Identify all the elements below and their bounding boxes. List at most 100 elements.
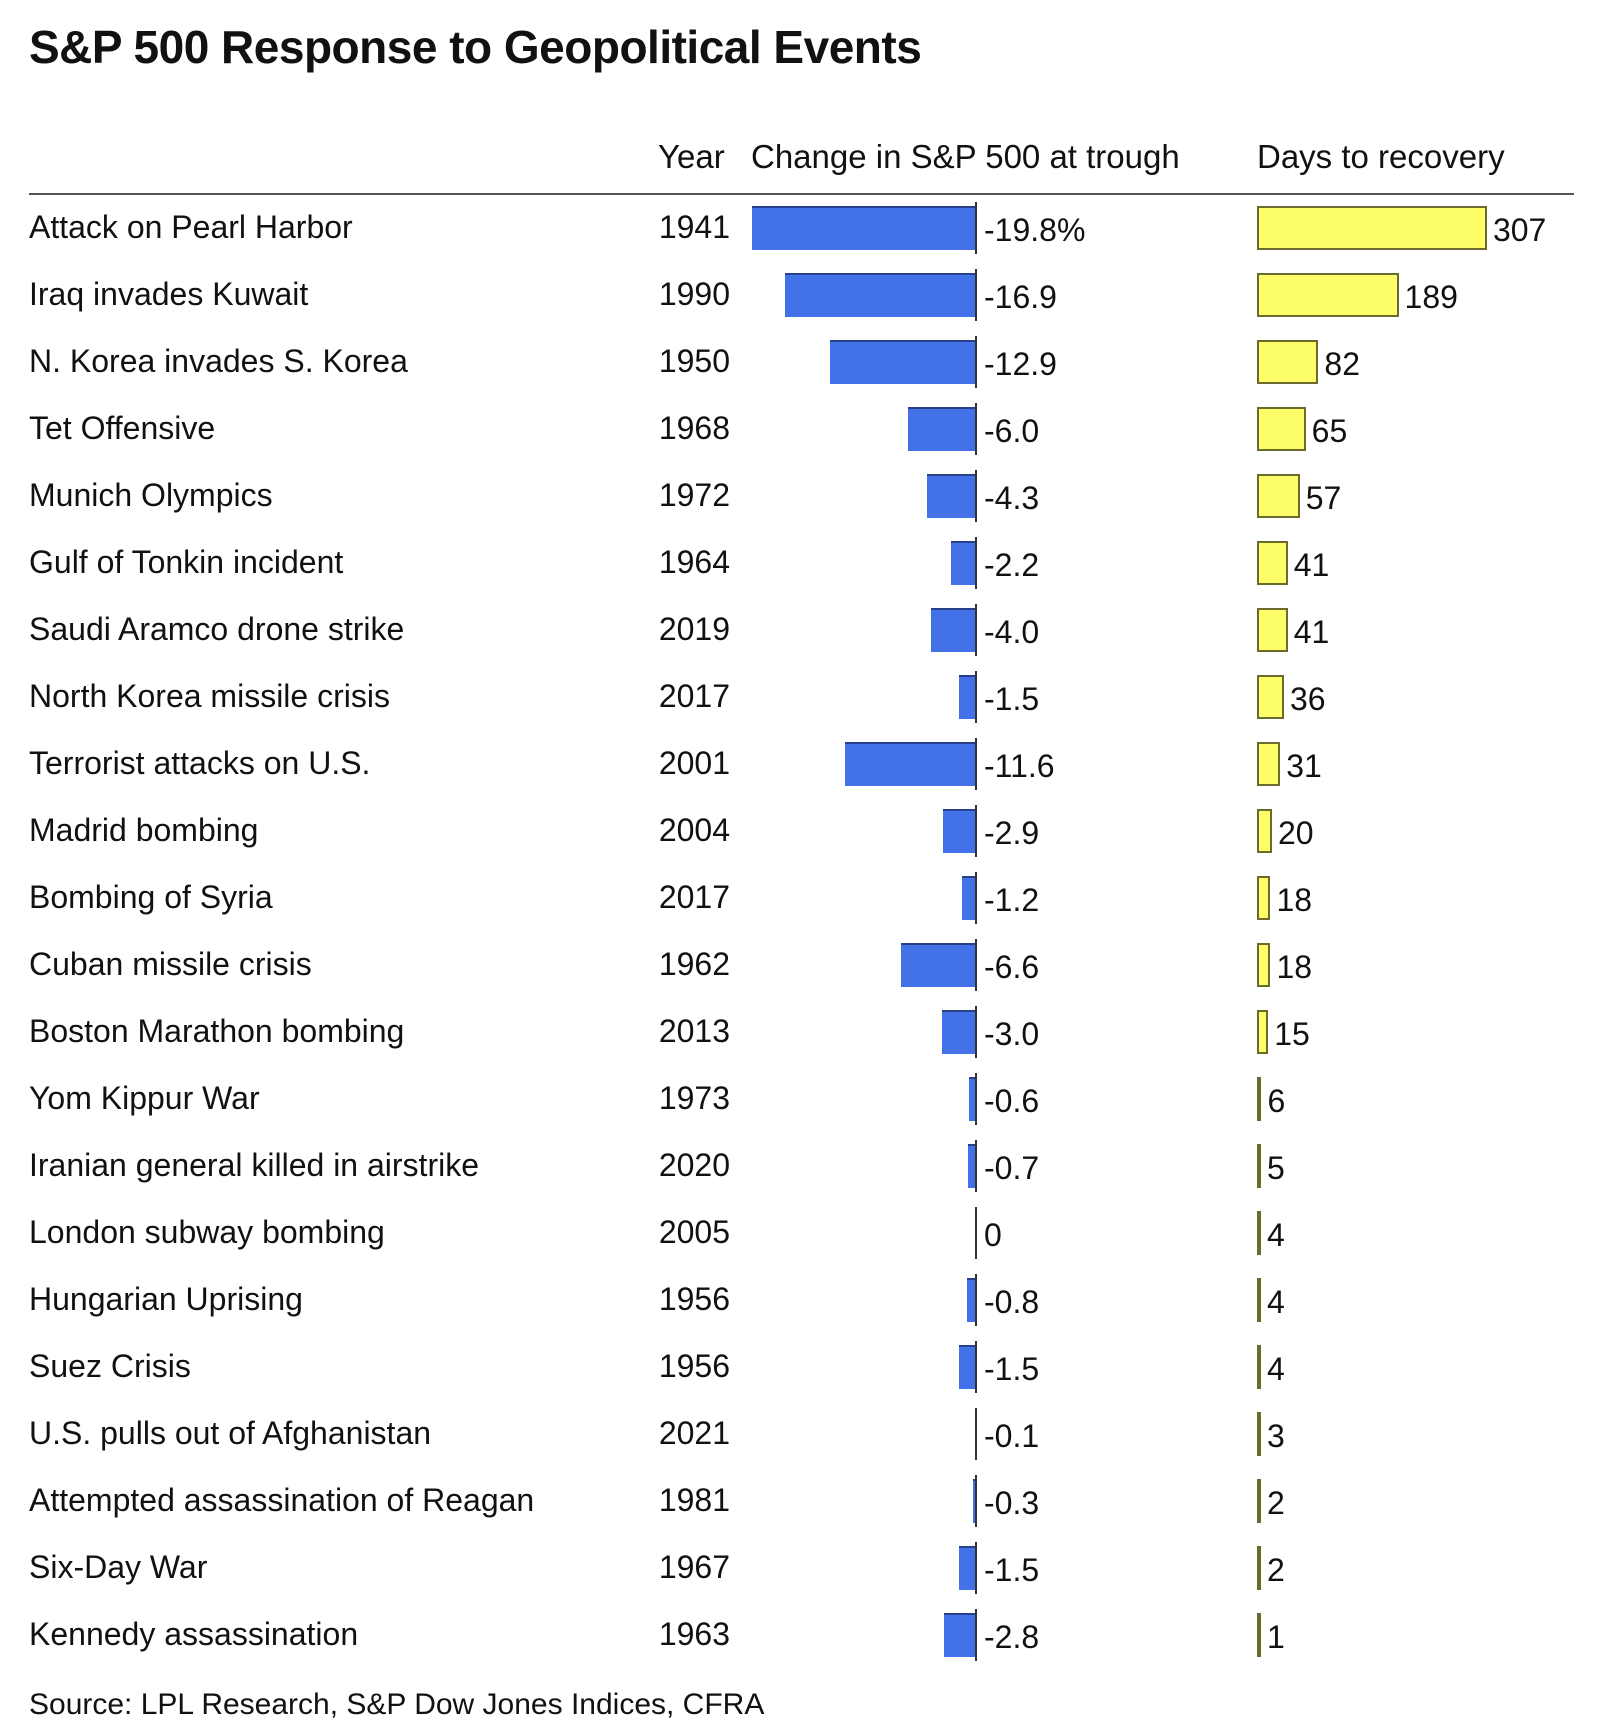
change-value-label: -11.6 <box>984 748 1055 784</box>
change-bar <box>844 742 976 786</box>
change-value-label: -3.0 <box>984 1016 1040 1052</box>
year-label: 1972 <box>658 477 730 513</box>
days-value-label: 189 <box>1404 279 1458 315</box>
year-label: 2013 <box>658 1013 730 1049</box>
days-value-label: 65 <box>1311 413 1348 449</box>
change-value-label: -4.0 <box>984 614 1040 650</box>
change-value-label: -1.2 <box>984 882 1040 918</box>
year-label: 1963 <box>658 1616 730 1652</box>
days-bar <box>1257 1345 1261 1389</box>
zero-axis <box>975 403 977 455</box>
change-value-label: -1.5 <box>984 1351 1040 1387</box>
days-bar <box>1257 1278 1261 1322</box>
days-bar <box>1257 407 1306 451</box>
days-bar <box>1257 340 1319 384</box>
zero-axis <box>975 604 977 656</box>
days-bar <box>1257 206 1487 250</box>
change-bar <box>968 1144 976 1188</box>
days-bar <box>1257 1144 1261 1188</box>
zero-axis <box>975 1408 977 1460</box>
zero-axis <box>975 1073 977 1125</box>
days-value-label: 5 <box>1267 1150 1285 1186</box>
event-label: Iranian general killed in airstrike <box>29 1147 479 1183</box>
change-bar <box>966 1278 976 1322</box>
change-value-label: -0.3 <box>984 1485 1040 1521</box>
change-bar <box>930 608 976 652</box>
days-value-label: 57 <box>1305 480 1342 516</box>
change-value-label: -16.9 <box>984 279 1057 315</box>
year-label: 2017 <box>658 879 730 915</box>
event-label: Iraq invades Kuwait <box>29 276 309 312</box>
year-label: 2005 <box>658 1214 730 1250</box>
event-label: Six-Day War <box>29 1549 208 1585</box>
days-bar <box>1257 876 1271 920</box>
zero-axis <box>975 336 977 388</box>
year-label: 2020 <box>658 1147 730 1183</box>
header-divider <box>29 193 1574 195</box>
change-bar <box>943 809 976 853</box>
event-label: North Korea missile crisis <box>29 678 390 714</box>
days-value-label: 4 <box>1267 1217 1285 1253</box>
change-bar <box>901 943 976 987</box>
days-value-label: 4 <box>1267 1351 1285 1387</box>
change-value-label: -0.1 <box>984 1418 1040 1454</box>
days-value-label: 20 <box>1277 815 1314 851</box>
days-value-label: 4 <box>1267 1284 1285 1320</box>
year-label: 2019 <box>658 611 730 647</box>
change-bar <box>972 1479 976 1523</box>
days-bar <box>1257 1010 1269 1054</box>
change-value-label: -2.9 <box>984 815 1040 851</box>
change-bar <box>908 407 976 451</box>
event-label: Gulf of Tonkin incident <box>29 544 344 580</box>
year-label: 1981 <box>658 1482 730 1518</box>
zero-axis <box>975 470 977 522</box>
event-label: Madrid bombing <box>29 812 259 848</box>
year-label: 2001 <box>658 745 730 781</box>
days-bar <box>1257 742 1281 786</box>
year-label: 1950 <box>658 343 730 379</box>
days-value-label: 3 <box>1267 1418 1285 1454</box>
header-year: Year <box>658 138 725 175</box>
zero-axis <box>975 805 977 857</box>
zero-axis <box>975 269 977 321</box>
year-label: 1956 <box>658 1281 730 1317</box>
event-label: London subway bombing <box>29 1214 385 1250</box>
year-label: 1967 <box>658 1549 730 1585</box>
days-value-label: 18 <box>1276 949 1313 985</box>
event-label: Bombing of Syria <box>29 879 273 915</box>
days-value-label: 2 <box>1267 1485 1285 1521</box>
zero-axis <box>975 1475 977 1527</box>
year-label: 1973 <box>658 1080 730 1116</box>
days-bar <box>1257 1412 1261 1456</box>
event-label: Suez Crisis <box>29 1348 191 1384</box>
days-bar <box>1257 1546 1261 1590</box>
year-label: 1956 <box>658 1348 730 1384</box>
days-bar <box>1257 541 1288 585</box>
event-label: Attempted assassination of Reagan <box>29 1482 535 1518</box>
zero-axis <box>975 1341 977 1393</box>
change-value-label: -12.9 <box>984 346 1057 382</box>
event-label: Munich Olympics <box>29 477 273 513</box>
change-bar <box>927 474 976 518</box>
zero-axis <box>975 1542 977 1594</box>
zero-axis <box>975 1609 977 1661</box>
days-bar <box>1257 1077 1262 1121</box>
event-label: Tet Offensive <box>29 410 216 446</box>
change-bar <box>962 876 976 920</box>
year-label: 2017 <box>658 678 730 714</box>
change-bar <box>785 273 976 317</box>
change-bar <box>959 1345 976 1389</box>
zero-axis <box>975 202 977 254</box>
change-value-label: -0.6 <box>984 1083 1040 1119</box>
source-note: Source: LPL Research, S&P Dow Jones Indi… <box>29 1688 765 1721</box>
year-label: 1962 <box>658 946 730 982</box>
days-value-label: 82 <box>1324 346 1360 382</box>
days-value-label: 15 <box>1274 1016 1310 1052</box>
change-bar <box>969 1077 976 1121</box>
days-bar <box>1257 608 1288 652</box>
change-bar <box>830 340 976 384</box>
change-value-label: -4.3 <box>984 480 1040 516</box>
event-label: N. Korea invades S. Korea <box>29 343 408 379</box>
days-bar <box>1257 273 1399 317</box>
change-bar <box>752 206 976 250</box>
